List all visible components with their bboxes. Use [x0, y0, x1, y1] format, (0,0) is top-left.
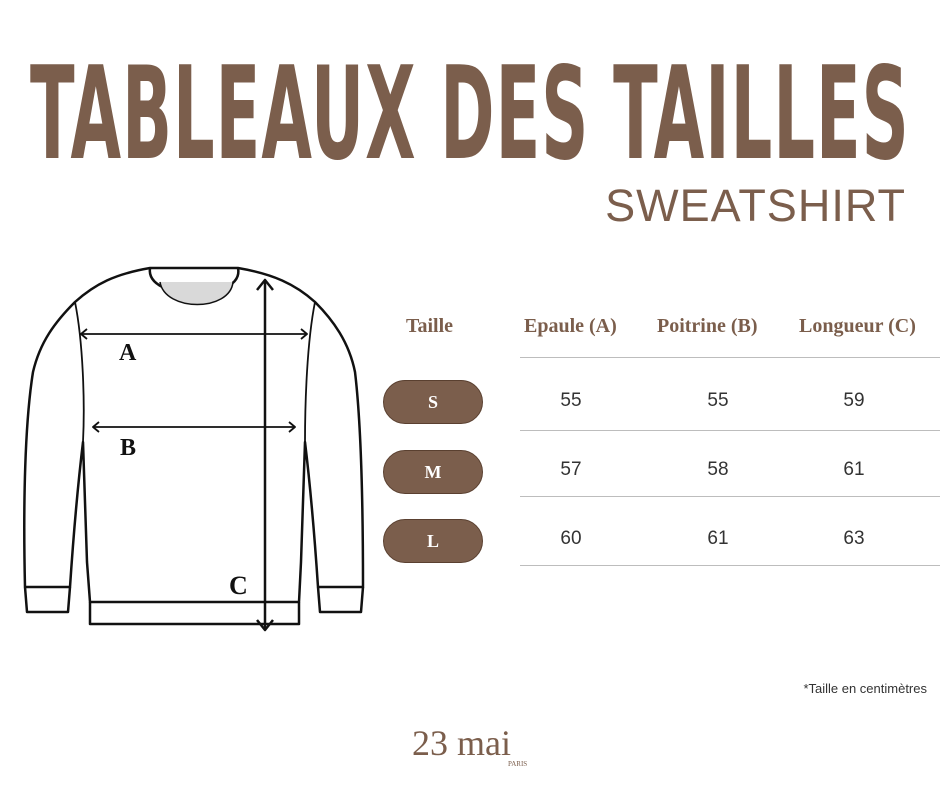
- size-badge: M: [383, 450, 483, 494]
- cell-length: 59: [843, 390, 865, 411]
- header-divider: [520, 357, 940, 358]
- hem: [88, 602, 301, 626]
- row-divider: [520, 430, 940, 431]
- label-b: B: [120, 435, 136, 461]
- footnote: *Taille en centimètres: [803, 681, 927, 696]
- size-badge: L: [383, 519, 483, 563]
- size-badge: S: [383, 380, 483, 424]
- measure-a: [80, 328, 308, 340]
- cell-chest: 61: [707, 528, 729, 549]
- brand-logo: 23 mai: [412, 723, 511, 763]
- cell-length: 61: [843, 459, 865, 480]
- col-header-size: Taille: [406, 315, 454, 337]
- brand-logo-sub: PARIS: [508, 760, 528, 768]
- page-subtitle: SWEATSHIRT: [605, 180, 906, 231]
- sweatshirt-diagram: A B C: [23, 266, 365, 632]
- collar-inner: [159, 281, 234, 306]
- cell-shoulder: 60: [560, 528, 582, 549]
- row-divider: [520, 565, 940, 566]
- cell-shoulder: 57: [560, 459, 582, 480]
- col-header-length: Longueur (C): [799, 315, 916, 337]
- col-header-chest: Poitrine (B): [657, 315, 758, 337]
- cell-length: 63: [843, 528, 865, 549]
- row-divider: [520, 496, 940, 497]
- cell-shoulder: 55: [560, 390, 582, 411]
- cell-chest: 58: [707, 459, 729, 480]
- col-header-shoulder: Epaule (A): [524, 315, 617, 337]
- label-a: A: [119, 340, 137, 366]
- left-cuff: [23, 586, 72, 614]
- right-cuff: [316, 586, 365, 614]
- cell-chest: 55: [707, 390, 729, 411]
- measure-b: [92, 421, 296, 433]
- label-c: C: [229, 571, 248, 600]
- measure-c: [256, 278, 274, 632]
- page-title: TABLEAUX DES TAILLES: [30, 40, 910, 189]
